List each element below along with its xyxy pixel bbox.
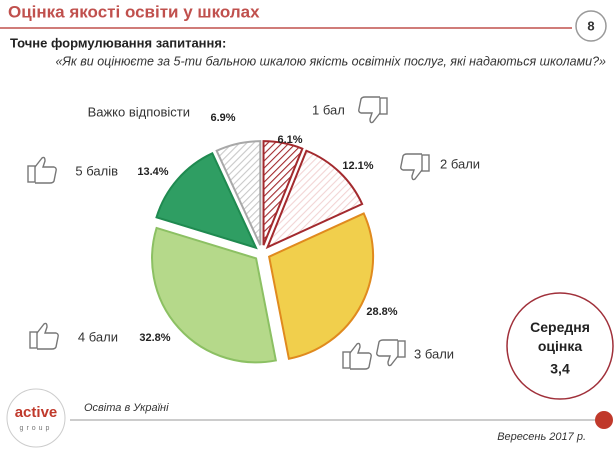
footer-source: Освіта в Україні xyxy=(84,402,169,414)
thumb-icons xyxy=(27,96,430,370)
logo-sub: group xyxy=(20,425,53,432)
thumb-up xyxy=(342,342,372,370)
pie-slice xyxy=(151,226,278,364)
footer-date: Вересень 2017 р. xyxy=(497,431,586,443)
summary-label-text: Середня xyxy=(530,319,590,335)
value-label: 32.8% xyxy=(139,332,170,344)
page-badge xyxy=(575,10,607,42)
thumb-up xyxy=(29,322,59,350)
thumb-up xyxy=(27,156,57,184)
summary-label: Середня оцінка xyxy=(530,319,590,354)
value-label: 28.8% xyxy=(366,306,397,318)
thumb-down xyxy=(376,339,406,367)
category-label: Важко відповісти xyxy=(88,104,190,119)
pie-slice xyxy=(267,212,375,360)
logo: active xyxy=(15,404,58,421)
pie-slice xyxy=(262,140,304,246)
category-label: 4 бали xyxy=(78,329,118,344)
pie-slice xyxy=(215,140,262,246)
slide-title: Оцінка якості освіти у школах xyxy=(8,2,260,21)
category-label: 1 бал xyxy=(312,102,345,117)
value-label: 6.9% xyxy=(210,112,235,124)
question-label: Точне формулювання запитання: xyxy=(10,35,226,50)
value-label: 6.1% xyxy=(277,134,302,146)
value-label: 13.4% xyxy=(137,166,168,178)
thumb-down xyxy=(358,96,388,124)
category-label: 5 балів xyxy=(75,163,118,178)
category-label: 3 бали xyxy=(414,346,454,361)
question: «Як ви оцінюєте за 5-ти бальною шкалою я… xyxy=(55,54,606,68)
pie-slice xyxy=(265,149,364,250)
thumb-down xyxy=(400,153,430,181)
logo-circle xyxy=(6,388,66,448)
value-label: 12.1% xyxy=(342,160,373,172)
summary-circle xyxy=(506,292,614,400)
footer-dot xyxy=(595,411,613,429)
summary-label-text: оцінка xyxy=(538,338,583,354)
pie-slice xyxy=(155,152,258,250)
summary-value: 3,4 xyxy=(550,361,570,377)
page-number: 8 xyxy=(587,18,594,33)
category-label: 2 бали xyxy=(440,156,480,171)
